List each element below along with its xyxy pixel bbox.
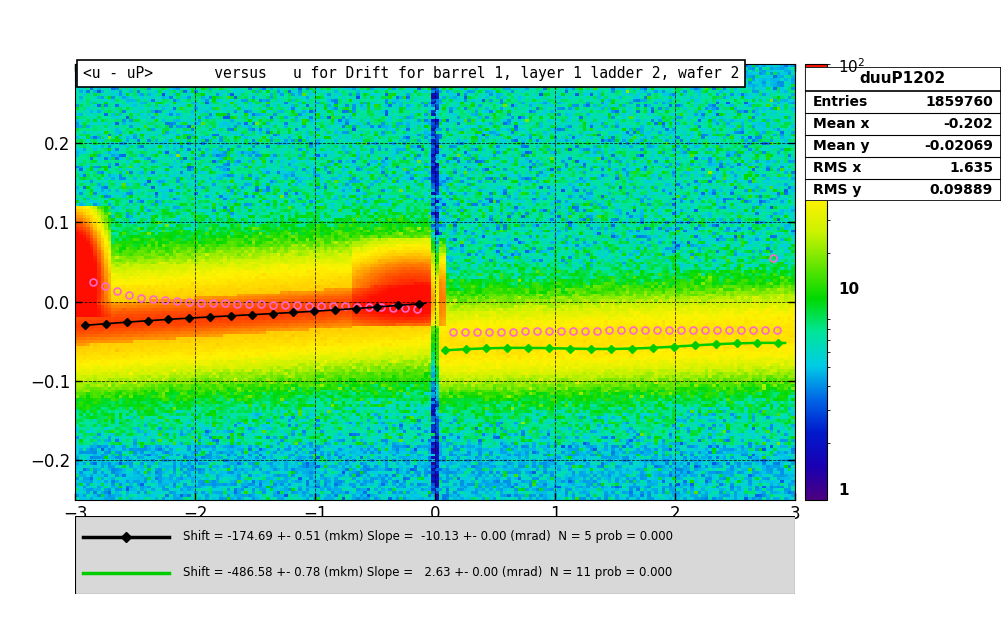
Text: 10: 10 [838, 282, 859, 297]
X-axis label: ../P06icFiles/cuProductionMinBias_FullField.A.root: ../P06icFiles/cuProductionMinBias_FullFi… [248, 530, 622, 546]
Text: 1: 1 [838, 483, 848, 498]
Text: 0.09889: 0.09889 [930, 183, 993, 197]
Text: Entries: Entries [813, 95, 868, 109]
Text: 1859760: 1859760 [926, 95, 993, 109]
Text: duuP1202: duuP1202 [860, 71, 946, 87]
Text: Shift = -486.58 +- 0.78 (mkm) Slope =   2.63 +- 0.00 (mrad)  N = 11 prob = 0.000: Shift = -486.58 +- 0.78 (mkm) Slope = 2.… [183, 566, 673, 579]
Text: Mean x: Mean x [813, 117, 869, 131]
Bar [805, 67, 1001, 91]
Text: RMS x: RMS x [813, 161, 861, 175]
Text: Shift = -174.69 +- 0.51 (mkm) Slope =  -10.13 +- 0.00 (mrad)  N = 5 prob = 0.000: Shift = -174.69 +- 0.51 (mkm) Slope = -1… [183, 531, 673, 543]
Text: $10^2$: $10^2$ [838, 57, 865, 76]
Text: -0.02069: -0.02069 [925, 139, 993, 153]
Text: <u - uP>       versus   u for Drift for barrel 1, layer 1 ladder 2, wafer 2: <u - uP> versus u for Drift for barrel 1… [82, 66, 738, 81]
Text: -0.202: -0.202 [944, 117, 993, 131]
Text: Mean y: Mean y [813, 139, 869, 153]
Text: RMS y: RMS y [813, 183, 861, 197]
Text: 1.635: 1.635 [949, 161, 993, 175]
